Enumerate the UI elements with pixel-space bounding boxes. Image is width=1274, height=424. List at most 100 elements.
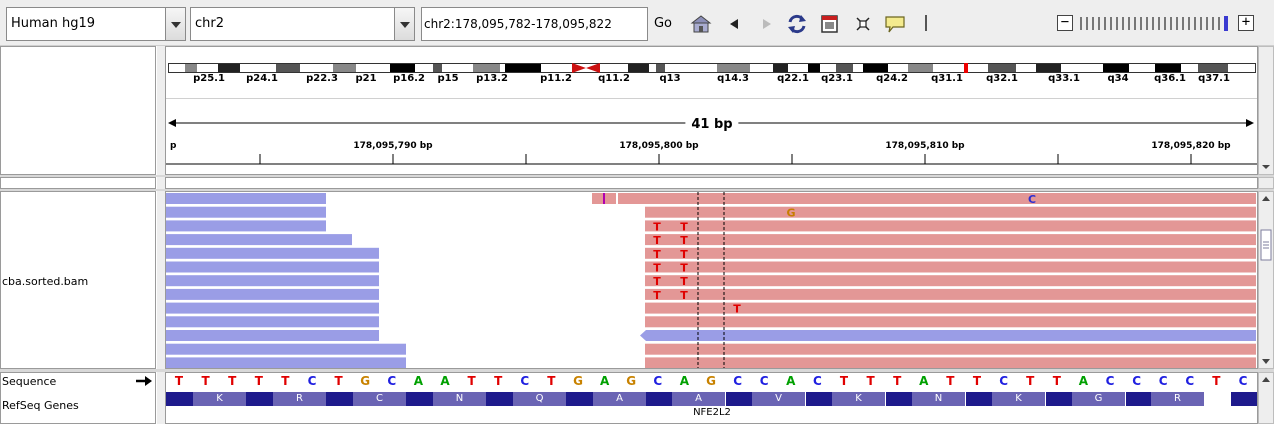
- scroll-arrows[interactable]: [1259, 47, 1273, 174]
- zoom-current-level[interactable]: [1224, 16, 1228, 31]
- zoom-tick[interactable]: [1122, 17, 1124, 30]
- resize-to-window-icon[interactable]: [852, 13, 874, 35]
- aligned-read[interactable]: [166, 261, 379, 273]
- gene-exon-segment[interactable]: [566, 392, 593, 406]
- amino-acid[interactable]: K: [992, 392, 1045, 406]
- chevron-down-icon[interactable]: [394, 8, 414, 40]
- gene-exon-segment[interactable]: [406, 392, 433, 406]
- sequence-track-name[interactable]: Sequence: [2, 375, 57, 388]
- region-navigator-icon[interactable]: [819, 13, 841, 35]
- gene-exon-segment[interactable]: [166, 392, 193, 406]
- zoom-in-button[interactable]: +: [1238, 15, 1254, 31]
- aligned-read[interactable]: [640, 330, 1256, 341]
- alignment-track-name[interactable]: cba.sorted.bam: [2, 275, 89, 288]
- zoom-tick[interactable]: [1194, 17, 1196, 30]
- chromosome-ideogram[interactable]: [168, 63, 1256, 73]
- aligned-read[interactable]: [645, 234, 1256, 246]
- amino-acid[interactable]: K: [832, 392, 885, 406]
- aligned-read[interactable]: [645, 288, 1256, 300]
- zoom-tick[interactable]: [1092, 17, 1094, 30]
- zoom-tick[interactable]: [1188, 17, 1190, 30]
- aligned-read[interactable]: [645, 220, 1256, 232]
- zoom-tick[interactable]: [1200, 17, 1202, 30]
- zoom-tick[interactable]: [1104, 17, 1106, 30]
- aligned-read[interactable]: [166, 220, 326, 232]
- forward-arrow-icon[interactable]: [755, 13, 777, 35]
- amino-acid[interactable]: N: [912, 392, 965, 406]
- amino-acid[interactable]: Q: [513, 392, 566, 406]
- zoom-tick[interactable]: [1086, 17, 1088, 30]
- aligned-read[interactable]: [166, 193, 326, 204]
- aligned-read[interactable]: [166, 234, 352, 246]
- zoom-tick[interactable]: [1146, 17, 1148, 30]
- zoom-tick[interactable]: [1176, 17, 1178, 30]
- current-position-marker[interactable]: [964, 63, 968, 73]
- zoom-tick[interactable]: [1206, 17, 1208, 30]
- gene-exon-segment[interactable]: [886, 392, 912, 406]
- back-arrow-icon[interactable]: [724, 13, 746, 35]
- amino-acid[interactable]: A: [593, 392, 646, 406]
- gene-exon-segment[interactable]: [246, 392, 273, 406]
- aligned-read[interactable]: [645, 275, 1256, 287]
- aligned-read[interactable]: [166, 247, 379, 259]
- zoom-out-button[interactable]: −: [1057, 15, 1073, 31]
- zoom-tick[interactable]: [1170, 17, 1172, 30]
- aligned-read[interactable]: [166, 316, 379, 328]
- zoom-tick[interactable]: [1134, 17, 1136, 30]
- aligned-read[interactable]: [645, 343, 1256, 355]
- scroll-controls[interactable]: [1259, 192, 1273, 368]
- locus-input[interactable]: [421, 7, 648, 41]
- gene-exon-segment[interactable]: [966, 392, 992, 406]
- genes-track-name[interactable]: RefSeq Genes: [2, 399, 79, 412]
- gene-exon-segment[interactable]: [806, 392, 832, 406]
- genome-dropdown[interactable]: Human hg19: [6, 7, 186, 41]
- amino-acid[interactable]: K: [193, 392, 246, 406]
- amino-acid[interactable]: V: [752, 392, 805, 406]
- popup-info-icon[interactable]: [884, 13, 906, 35]
- amino-acid[interactable]: C: [353, 392, 406, 406]
- gene-exon-segment[interactable]: [486, 392, 513, 406]
- chevron-down-icon[interactable]: [165, 8, 185, 40]
- aligned-read[interactable]: [645, 302, 1256, 314]
- amino-acid[interactable]: R: [273, 392, 326, 406]
- refresh-icon[interactable]: [786, 13, 808, 35]
- zoom-tick[interactable]: [1212, 17, 1214, 30]
- aligned-read[interactable]: [645, 316, 1256, 328]
- amino-acid[interactable]: G: [1072, 392, 1125, 406]
- zoom-tick[interactable]: [1164, 17, 1166, 30]
- alignment-scrollbar[interactable]: [1258, 191, 1274, 369]
- ruler[interactable]: [166, 47, 1257, 174]
- aligned-read[interactable]: [166, 357, 406, 368]
- aligned-read[interactable]: [166, 288, 379, 300]
- aligned-read[interactable]: [166, 302, 379, 314]
- strand-arrow-icon[interactable]: [135, 376, 153, 386]
- aligned-read[interactable]: [645, 357, 1256, 368]
- zoom-tick[interactable]: [1218, 17, 1220, 30]
- alignment-reads[interactable]: CGT TT TT TT TT TT TT: [166, 192, 1257, 368]
- gene-exon-segment[interactable]: [326, 392, 353, 406]
- aligned-read[interactable]: [166, 275, 379, 287]
- aligned-read[interactable]: [618, 193, 1256, 204]
- zoom-tick[interactable]: [1158, 17, 1160, 30]
- zoom-tick[interactable]: [1140, 17, 1142, 30]
- zoom-tick[interactable]: [1152, 17, 1154, 30]
- insertion-marker[interactable]: [603, 193, 605, 204]
- zoom-tick[interactable]: [1182, 17, 1184, 30]
- amino-acid[interactable]: N: [433, 392, 486, 406]
- zoom-tick[interactable]: [1128, 17, 1130, 30]
- amino-acid[interactable]: R: [1151, 392, 1204, 406]
- gene-exon-segment[interactable]: [646, 392, 672, 406]
- gene-exon-segment[interactable]: [1126, 392, 1151, 406]
- aligned-read[interactable]: [645, 261, 1256, 273]
- feature-scrollbar[interactable]: [1258, 372, 1274, 424]
- zoom-tick[interactable]: [1080, 17, 1082, 30]
- amino-acid[interactable]: A: [672, 392, 725, 406]
- aligned-read[interactable]: [166, 206, 326, 218]
- aligned-read[interactable]: [645, 247, 1256, 259]
- gene-exon-segment[interactable]: [726, 392, 752, 406]
- scroll-arrows[interactable]: [1259, 373, 1273, 423]
- aligned-read[interactable]: [166, 343, 406, 355]
- aligned-read[interactable]: [645, 206, 1256, 218]
